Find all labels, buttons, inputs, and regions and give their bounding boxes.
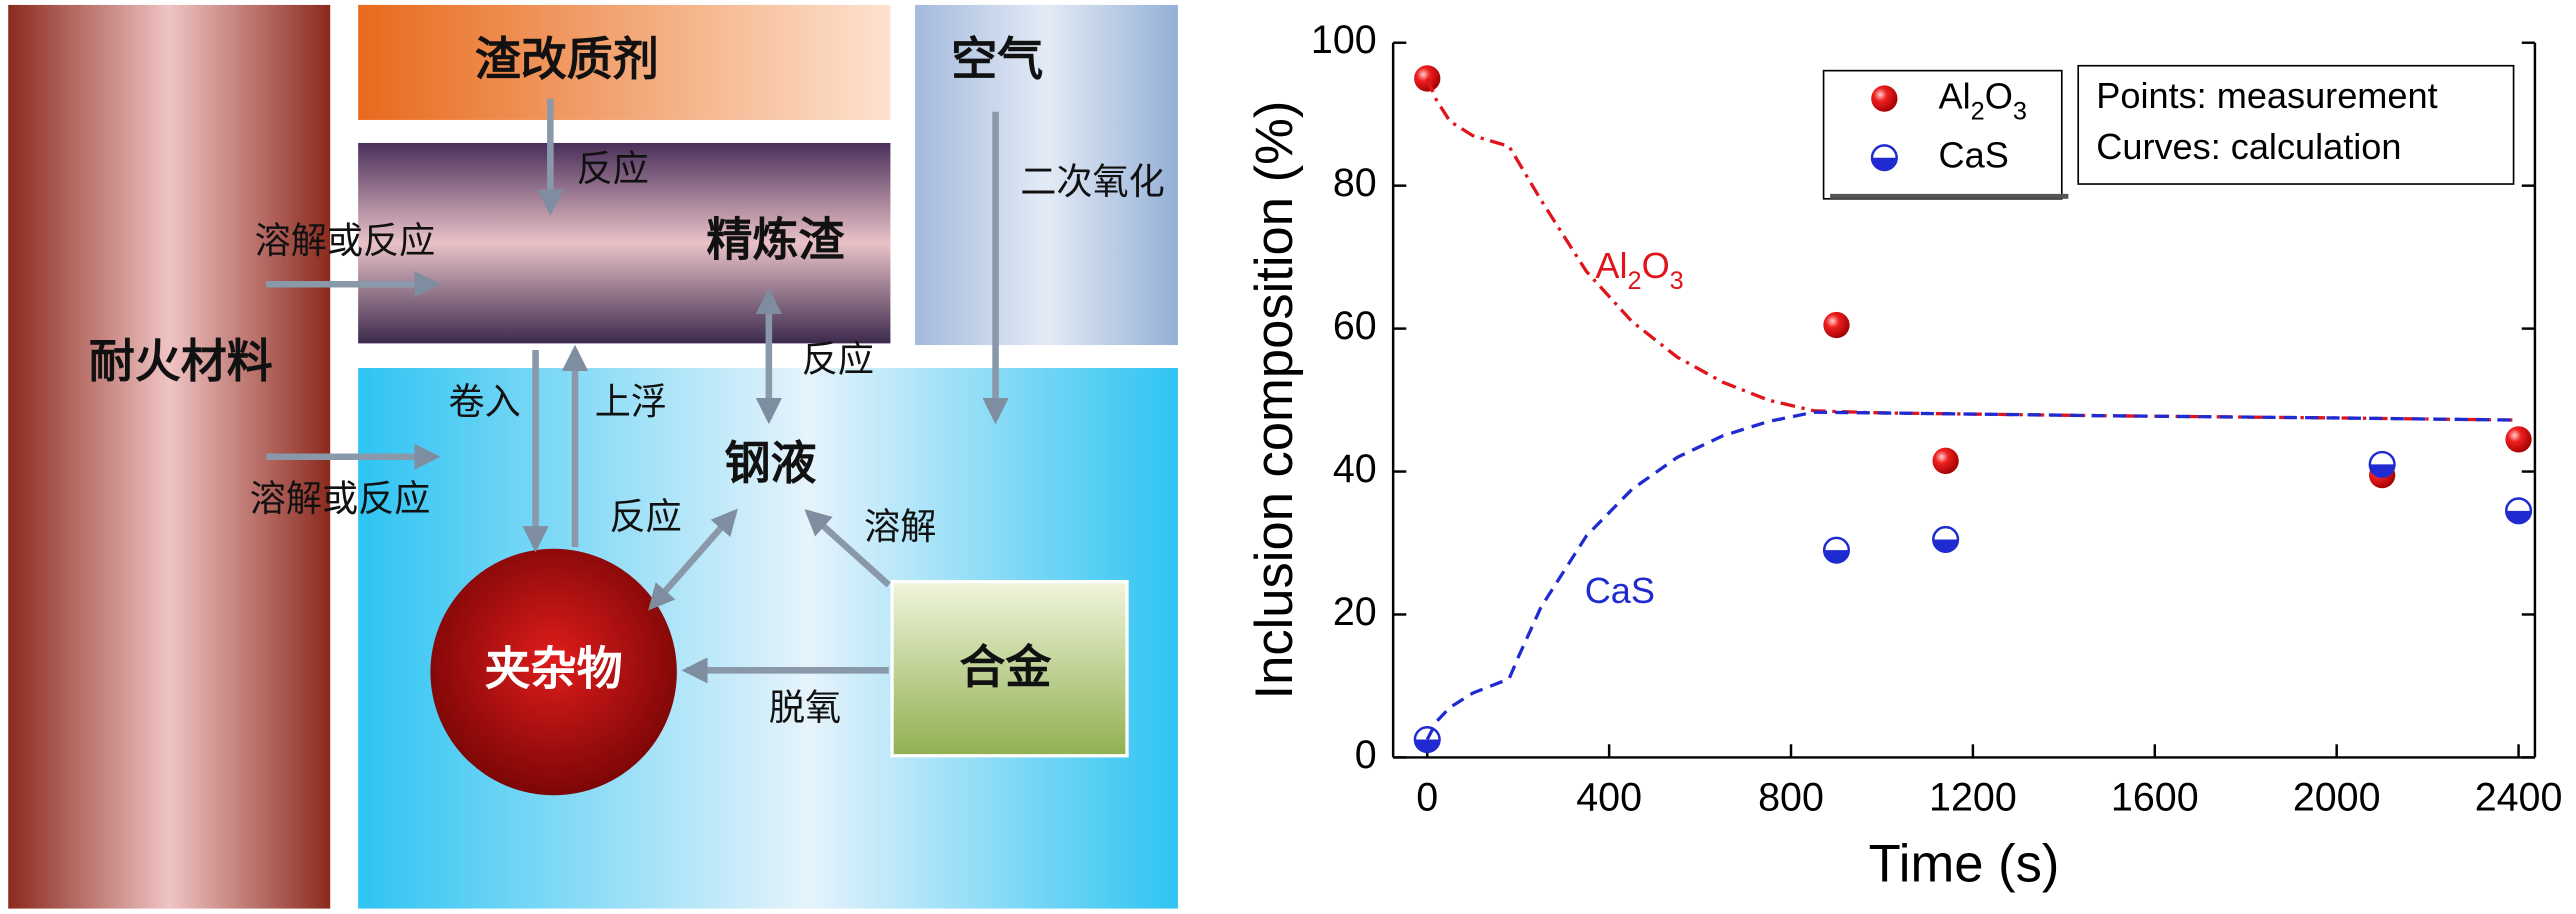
air-box — [915, 4, 1178, 346]
marker-half — [2369, 464, 2395, 477]
marker — [1871, 85, 1898, 112]
label: 反应 — [577, 147, 649, 190]
curve-label: CaS — [1585, 570, 1655, 611]
x-axis-title: Time (s) — [1869, 834, 2060, 893]
label: 溶解 — [864, 505, 936, 548]
label: 溶解或反应 — [255, 219, 436, 262]
label: 钢液 — [725, 436, 817, 490]
x-tick-label: 0 — [1416, 776, 1438, 820]
marker — [1870, 144, 1898, 172]
curve — [1425, 77, 2519, 422]
marker — [1414, 65, 1441, 92]
label: 精炼渣 — [706, 213, 845, 267]
marker — [1932, 447, 1959, 474]
label: 渣改质剂 — [475, 32, 659, 86]
label: 空气 — [951, 32, 1043, 86]
marker — [1823, 311, 1850, 339]
x-tick-label: 2400 — [2475, 776, 2563, 820]
x-tick-label: 400 — [1576, 776, 1642, 820]
y-tick-label: 60 — [1333, 304, 1377, 348]
label: 合金 — [959, 640, 1052, 694]
marker-half — [1872, 157, 1897, 171]
marker-ball — [2505, 426, 2532, 453]
curve-label: Al2O3 — [1595, 244, 1683, 294]
marker-half — [1933, 539, 1958, 552]
marker — [2505, 497, 2533, 525]
arrow — [804, 509, 891, 588]
y-tick-label: 100 — [1311, 18, 1377, 62]
legend-label: CaS — [1939, 134, 2009, 175]
x-tick-label: 1200 — [1929, 776, 2017, 820]
chart: 0 400 800 1200 1600 2000 2400 0 20 40 60 80 100 Time … — [1245, 18, 2562, 893]
marker-half — [2506, 510, 2531, 524]
legend-shadow — [1830, 193, 2069, 199]
marker-ball — [1823, 311, 1850, 339]
annotation-box — [2077, 64, 2515, 185]
x-tick-label: 800 — [1758, 776, 1824, 820]
label: 卷入 — [449, 380, 521, 423]
label: 溶解或反应 — [250, 477, 431, 520]
annotation-text: Points: measurement — [2096, 75, 2437, 116]
marker — [1932, 525, 1960, 553]
label: 耐火材料 — [89, 334, 273, 388]
legend-box — [1822, 69, 2063, 200]
inclusion-circle — [430, 548, 677, 796]
y-tick-label: 80 — [1333, 161, 1377, 205]
y-tick-label: 20 — [1333, 590, 1377, 634]
marker-half — [1824, 550, 1849, 563]
label: 上浮 — [595, 380, 667, 423]
diagram: 耐火材料 渣改质剂 空气 精炼渣 钢液 夹杂物 合金 反应 溶解或反应 溶解或反… — [8, 4, 1178, 909]
y-tick-label: 40 — [1333, 447, 1377, 491]
x-tick-label: 2000 — [2293, 776, 2381, 820]
marker — [2505, 426, 2532, 453]
annotation-text: Curves: calculation — [2096, 126, 2401, 167]
label: 反应 — [610, 495, 682, 538]
alloy-box — [890, 579, 1129, 758]
marker-half — [1414, 739, 1440, 752]
marker-ball — [1932, 447, 1959, 474]
y-tick-label: 0 — [1355, 733, 1377, 777]
marker-ball — [1871, 85, 1898, 112]
label: 脱氧 — [769, 686, 841, 729]
marker — [1822, 536, 1851, 564]
arrow — [648, 508, 738, 611]
legend-label: Al2O3 — [1939, 75, 2027, 125]
label: 夹杂物 — [485, 641, 623, 695]
modifier-box — [358, 4, 891, 120]
y-axis-title: Inclusion composition (%) — [1245, 101, 1304, 700]
label: 二次氧化 — [1020, 160, 1164, 203]
annotation: Points: measurement Curves: calculation — [2077, 64, 2515, 185]
x-tick-label: 1600 — [2111, 776, 2199, 820]
legend: Al2O3 CaS — [1822, 69, 2069, 200]
marker-ball — [1414, 65, 1441, 92]
label: 反应 — [802, 337, 874, 380]
marker — [2368, 450, 2396, 478]
slag-box — [358, 142, 891, 344]
